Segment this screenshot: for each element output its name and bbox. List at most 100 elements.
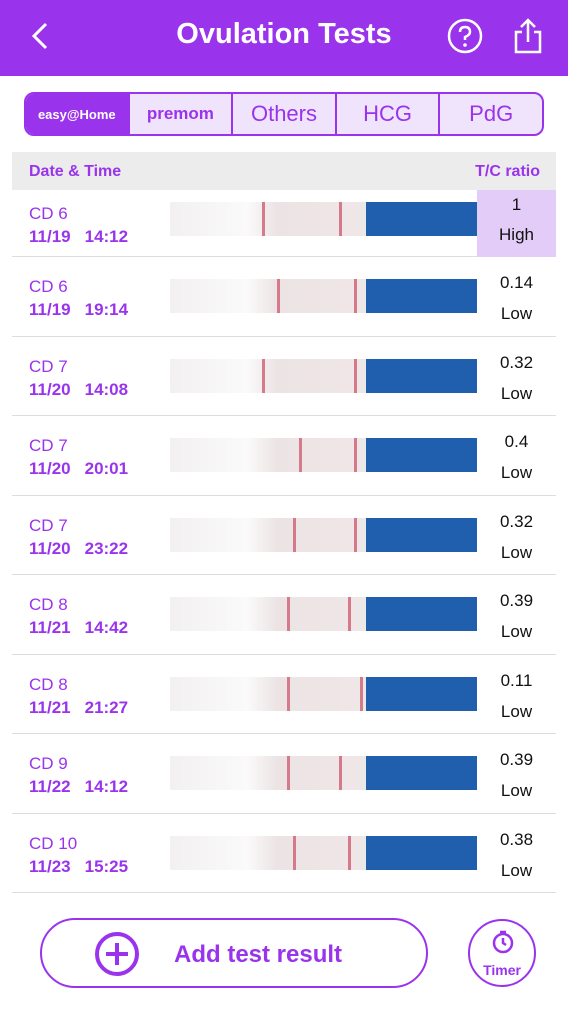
test-strip-image <box>170 358 477 393</box>
date: 11/22 <box>29 777 71 796</box>
result-level: Low <box>500 542 533 562</box>
table-row[interactable]: CD 6 11/19 14:12 1 High <box>12 190 556 257</box>
timer-icon <box>492 930 514 954</box>
date: 11/20 <box>29 538 71 558</box>
test-strip-image <box>170 517 477 552</box>
test-strip-image <box>170 597 477 631</box>
time: 14:08 <box>84 379 129 399</box>
test-strip-image <box>170 835 477 870</box>
result-level: Low <box>500 383 533 403</box>
time: 14:12 <box>84 777 129 796</box>
tab-bar: easy@Home premom Others HCG PdG <box>24 92 544 136</box>
strip-handle <box>366 202 477 236</box>
result-level: Low <box>500 622 533 641</box>
cycle-day: CD 7 <box>29 515 68 535</box>
strip-line <box>292 835 296 870</box>
tab[interactable]: PdG <box>469 101 514 126</box>
date: 11/19 <box>29 227 71 246</box>
timer-button[interactable]: Timer <box>468 919 536 987</box>
help-button[interactable] <box>445 16 485 56</box>
time: 20:01 <box>84 459 129 478</box>
date-time: 11/19 19:14 <box>29 300 128 320</box>
strip-line <box>262 358 266 393</box>
test-strip-image <box>170 202 477 236</box>
cycle-day: CD 9 <box>29 754 68 773</box>
table-row[interactable]: CD 10 11/23 15:25 0.38 Low <box>12 814 556 893</box>
tc-ratio: 0.39 <box>499 591 534 610</box>
strip-line <box>354 279 358 313</box>
date-time: 11/21 21:27 <box>29 698 128 718</box>
strip-handle <box>366 835 477 870</box>
date: 11/23 <box>29 856 71 876</box>
tc-ratio: 0.4 <box>504 432 529 451</box>
result-level: High <box>499 225 534 244</box>
table-row[interactable]: CD 6 11/19 19:14 0.14 Low <box>12 257 556 337</box>
result-level: Low <box>500 304 533 323</box>
tc-ratio: 0.38 <box>499 829 534 849</box>
strip-line <box>354 358 358 393</box>
column-header: Date & Time <box>29 163 122 180</box>
strip-line <box>338 756 342 790</box>
tc-ratio: 0.32 <box>499 511 534 531</box>
cycle-day: CD 8 <box>29 595 68 614</box>
cycle-day: CD 7 <box>29 356 68 376</box>
strip-line <box>354 517 358 552</box>
title: Ovulation Tests <box>176 18 392 50</box>
cycle-day: CD 6 <box>29 277 68 296</box>
date: 11/20 <box>29 459 71 478</box>
back-button[interactable] <box>20 16 60 56</box>
strip-line <box>360 676 364 711</box>
date-time: 11/20 14:08 <box>29 380 128 400</box>
test-strip-image <box>170 756 477 790</box>
cycle-day: CD 10 <box>29 833 78 853</box>
table-row[interactable]: CD 7 11/20 14:08 0.32 Low <box>12 337 556 416</box>
tc-ratio: 1 <box>511 195 522 214</box>
tc-ratio: 0.39 <box>499 750 534 769</box>
table-row[interactable]: CD 8 11/21 21:27 0.11 Low <box>12 655 556 734</box>
strip-line <box>262 202 266 236</box>
strip-handle <box>366 597 477 631</box>
strip-line <box>348 835 352 870</box>
strip-line <box>277 279 281 313</box>
timer-label: Timer <box>483 962 521 978</box>
tc-ratio: 0.14 <box>499 273 534 292</box>
header: Ovulation Tests <box>0 0 568 76</box>
time: 14:12 <box>84 227 129 246</box>
test-strip-image <box>170 438 477 472</box>
date-time: 11/20 20:01 <box>29 459 128 479</box>
tab[interactable]: Others <box>233 94 337 134</box>
tab[interactable]: HCG <box>337 94 441 134</box>
table-row[interactable]: CD 7 11/20 20:01 0.4 Low <box>12 416 556 496</box>
tab[interactable]: easy@Home <box>26 94 130 134</box>
strip-handle <box>366 438 477 472</box>
add-test-button[interactable]: Add test result <box>40 918 428 988</box>
cycle-day: CD 6 <box>29 204 68 223</box>
date: 11/21 <box>29 697 71 717</box>
time: 14:42 <box>84 618 129 637</box>
strip-line <box>286 597 290 631</box>
share-button[interactable] <box>508 16 548 56</box>
cycle-day: CD 7 <box>29 436 68 455</box>
date-time: 11/19 14:12 <box>29 227 128 247</box>
time: 21:27 <box>84 697 129 717</box>
table-row[interactable]: CD 8 11/21 14:42 0.39 Low <box>12 575 556 655</box>
test-strip-image <box>170 279 477 313</box>
result-level: Low <box>500 860 533 880</box>
table-row[interactable]: CD 7 11/20 23:22 0.32 Low <box>12 496 556 575</box>
date-time: 11/20 23:22 <box>29 539 128 559</box>
highlight <box>477 190 556 257</box>
strip-line <box>354 438 358 472</box>
strip-handle <box>366 676 477 711</box>
date-time: 11/23 15:25 <box>29 857 128 877</box>
tab[interactable]: premom <box>130 94 234 134</box>
result-level: Low <box>500 701 533 721</box>
strip-handle <box>366 358 477 393</box>
strip-line <box>338 202 342 236</box>
table-row[interactable]: CD 9 11/22 14:12 0.39 Low <box>12 734 556 814</box>
cycle-day: CD 8 <box>29 674 68 694</box>
date: 11/19 <box>29 300 71 319</box>
strip-line <box>286 756 290 790</box>
time: 19:14 <box>84 300 129 319</box>
test-strip-image <box>170 676 477 711</box>
